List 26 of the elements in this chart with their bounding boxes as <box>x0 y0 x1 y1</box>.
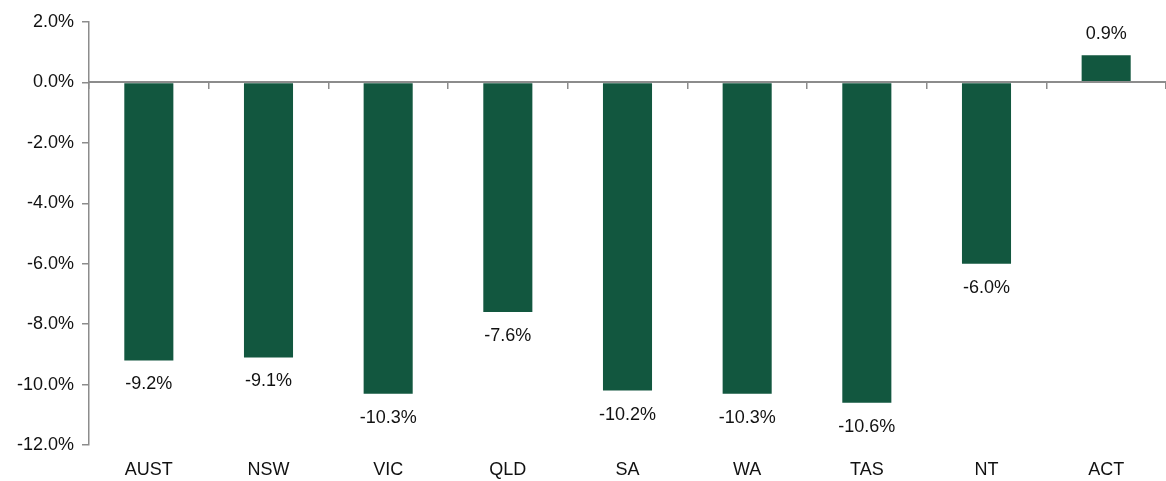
x-tick-label: AUST <box>124 458 173 479</box>
x-tick-label: VIC <box>373 458 404 479</box>
y-tick-label: -12.0% <box>16 433 74 454</box>
x-tick-label: SA <box>615 458 640 479</box>
y-tick-label: -4.0% <box>26 192 74 213</box>
data-label: -10.3% <box>718 406 776 427</box>
x-tick-label: NSW <box>247 458 290 479</box>
data-label: 0.9% <box>1085 23 1127 44</box>
x-tick-label: NT <box>974 458 999 479</box>
data-label: -9.2% <box>125 373 173 394</box>
data-label: -7.6% <box>484 325 532 346</box>
y-tick-label: -8.0% <box>26 313 74 334</box>
y-tick-label: -2.0% <box>26 131 74 152</box>
data-label: -6.0% <box>962 276 1011 297</box>
x-tick-label: ACT <box>1088 458 1125 479</box>
x-tick-label: QLD <box>489 458 527 479</box>
y-tick-label: -10.0% <box>16 373 74 394</box>
data-label: -10.3% <box>359 406 417 427</box>
data-label: -10.6% <box>838 415 896 436</box>
y-tick-label: 2.0% <box>32 10 74 31</box>
data-label: -10.2% <box>598 403 657 424</box>
data-label: -9.1% <box>244 370 293 391</box>
x-tick-label: WA <box>733 458 762 479</box>
x-tick-label: TAS <box>850 458 884 479</box>
y-tick-label: -6.0% <box>26 252 74 273</box>
y-tick-label: 0.0% <box>32 71 74 92</box>
